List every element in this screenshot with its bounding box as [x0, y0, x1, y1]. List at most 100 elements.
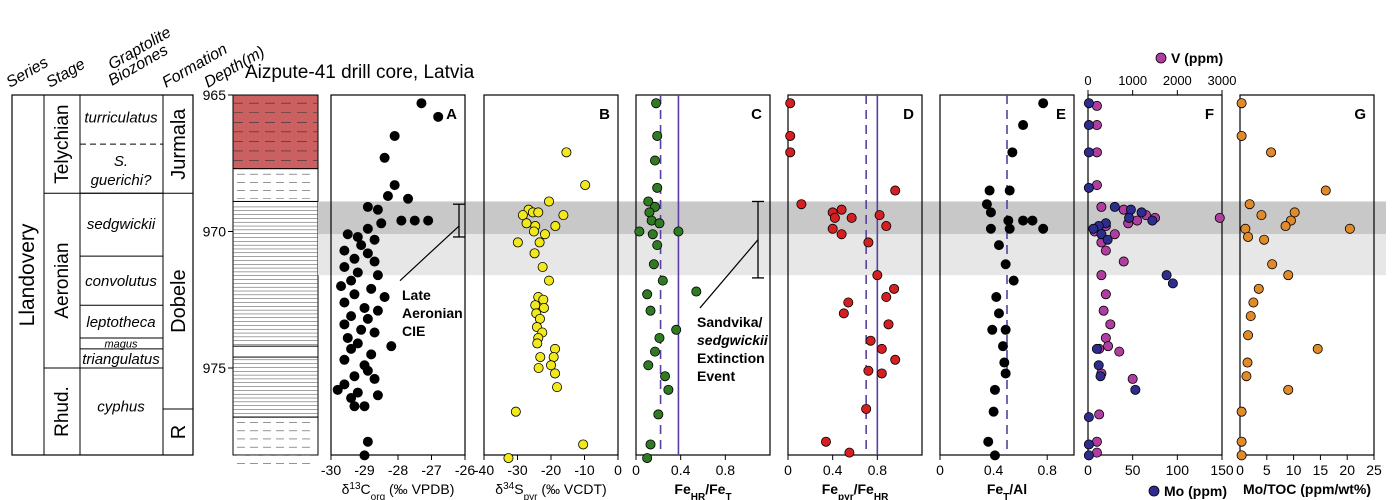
stage-label: Rhud.: [52, 386, 73, 437]
data-point: [1000, 259, 1011, 270]
band-light: [318, 234, 1386, 276]
x-tick-label: 0.4: [823, 462, 843, 478]
data-point: [346, 343, 357, 354]
data-point: [512, 237, 523, 248]
data-point: [389, 130, 400, 141]
data-point: [1267, 259, 1278, 270]
data-point: [352, 338, 363, 349]
data-point: [1243, 231, 1254, 242]
data-point: [985, 207, 996, 218]
data-point: [1244, 199, 1255, 210]
data-point: [369, 234, 380, 245]
data-point: [872, 270, 883, 281]
data-point: [356, 324, 367, 335]
point-mo: [1091, 343, 1102, 354]
point-v: [1098, 305, 1109, 316]
formation-label: Dobele: [168, 269, 190, 332]
data-point: [988, 406, 999, 417]
data-point: [503, 453, 514, 464]
point-mo: [1136, 207, 1147, 218]
data-point: [1248, 297, 1259, 308]
data-point: [1312, 343, 1323, 354]
data-point: [517, 210, 528, 221]
data-point: [372, 390, 383, 401]
x-tick-label: -26: [455, 462, 475, 478]
data-point: [339, 261, 350, 272]
data-point: [433, 111, 444, 122]
point-mo: [1083, 182, 1094, 193]
data-point: [997, 341, 1008, 352]
data-point: [1266, 147, 1277, 158]
x-tick-label: 0: [1236, 462, 1244, 478]
data-point: [1256, 210, 1267, 221]
data-point: [366, 349, 377, 360]
x-tick-label: 0: [784, 462, 792, 478]
panel-frame: [635, 94, 771, 456]
data-point: [649, 155, 660, 166]
data-point: [691, 286, 702, 297]
data-point: [372, 204, 383, 215]
data-point: [1283, 384, 1294, 395]
data-point: [652, 182, 663, 193]
data-point: [889, 283, 900, 294]
data-point: [403, 193, 414, 204]
x-axis-label: Mo (ppm): [1164, 483, 1227, 499]
data-point: [663, 384, 674, 395]
x-tick-label: 0.4: [671, 462, 691, 478]
data-point: [550, 343, 561, 354]
x-tick-label: 10: [1286, 462, 1302, 478]
event-annotation: sedgwickii: [697, 332, 769, 348]
data-point: [836, 229, 847, 240]
panel-E: E 0 0.4 0.8: [936, 94, 1075, 478]
data-point: [874, 210, 885, 221]
data-point: [1241, 371, 1252, 382]
legend-mo-marker: [1148, 485, 1160, 497]
point-v: [1094, 409, 1105, 420]
data-point: [1000, 368, 1011, 379]
x-axis-label-E: FeT/Al: [987, 481, 1027, 500]
x2-tick-label: 2000: [1163, 73, 1192, 88]
data-point: [652, 130, 663, 141]
series-label: Llandovery: [16, 223, 39, 326]
point-mo: [1167, 278, 1178, 289]
panel-letter: B: [599, 106, 610, 123]
data-point: [991, 292, 1002, 303]
data-point: [372, 270, 383, 281]
point-v: [1105, 319, 1116, 330]
data-point: [359, 302, 370, 313]
panel-A: A -30 -29 -28 -27 -26: [321, 94, 475, 478]
data-point: [558, 210, 569, 221]
data-point: [642, 289, 653, 300]
depth-tick-label: 965: [203, 87, 227, 103]
data-point: [533, 362, 544, 373]
data-point: [999, 357, 1010, 368]
data-point: [1280, 221, 1291, 232]
data-point: [1320, 185, 1331, 196]
data-point: [785, 130, 796, 141]
x-tick-label: 0.8: [1037, 462, 1057, 478]
data-point: [362, 248, 373, 259]
data-point: [578, 439, 589, 450]
data-point: [362, 201, 373, 212]
data-point: [339, 379, 350, 390]
data-point: [1289, 207, 1300, 218]
lith-marl: [232, 168, 319, 202]
data-point: [861, 403, 872, 414]
biozone-triangulatus: triangulatus: [82, 351, 160, 368]
data-point: [985, 223, 996, 234]
x-tick-label: 0: [1084, 462, 1092, 478]
point-v: [1127, 373, 1138, 384]
x-tick-label: -40: [474, 462, 494, 478]
data-point: [362, 313, 373, 324]
panel-B: B -40 -30 -20 -10 0: [474, 94, 622, 478]
data-point: [332, 384, 343, 395]
data-point: [785, 98, 796, 109]
data-point: [883, 319, 894, 330]
biozone-guerichi: guerichi?: [91, 172, 153, 189]
data-point: [989, 450, 1000, 461]
data-point: [993, 308, 1004, 319]
point-mo: [1161, 270, 1172, 281]
point-mo: [1093, 360, 1104, 371]
point-mo: [1125, 204, 1136, 215]
panel-F: F 0 50 100 150 0 1000 2000 3000 V (ppm) Mo (ppm): [1083, 50, 1236, 499]
